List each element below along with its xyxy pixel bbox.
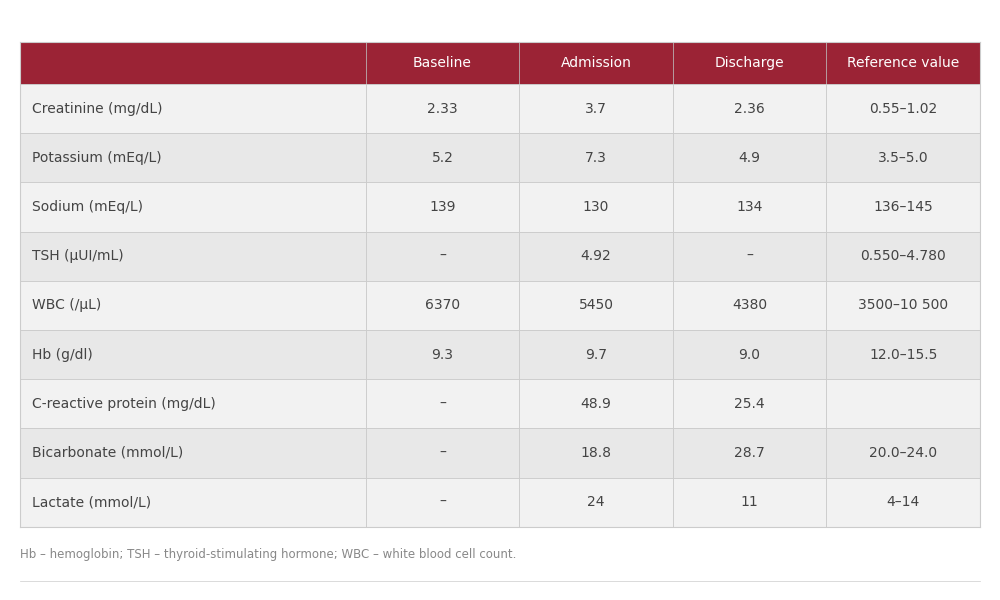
- Text: 2.33: 2.33: [427, 101, 458, 116]
- Text: 3.5–5.0: 3.5–5.0: [878, 151, 929, 165]
- FancyBboxPatch shape: [826, 478, 980, 527]
- FancyBboxPatch shape: [20, 232, 366, 281]
- FancyBboxPatch shape: [366, 42, 519, 84]
- Text: 48.9: 48.9: [581, 397, 611, 411]
- FancyBboxPatch shape: [20, 281, 366, 330]
- Text: Baseline: Baseline: [413, 56, 472, 70]
- FancyBboxPatch shape: [519, 133, 673, 182]
- Text: 4380: 4380: [732, 298, 767, 313]
- Text: 4.9: 4.9: [739, 151, 761, 165]
- FancyBboxPatch shape: [20, 84, 366, 133]
- FancyBboxPatch shape: [366, 84, 519, 133]
- FancyBboxPatch shape: [20, 379, 366, 428]
- FancyBboxPatch shape: [673, 232, 826, 281]
- FancyBboxPatch shape: [673, 330, 826, 379]
- FancyBboxPatch shape: [673, 478, 826, 527]
- FancyBboxPatch shape: [20, 42, 366, 84]
- Text: –: –: [439, 249, 446, 263]
- Text: 130: 130: [583, 200, 609, 214]
- FancyBboxPatch shape: [20, 133, 366, 182]
- FancyBboxPatch shape: [826, 42, 980, 84]
- Text: 6370: 6370: [425, 298, 460, 313]
- Text: 12.0–15.5: 12.0–15.5: [869, 347, 937, 362]
- FancyBboxPatch shape: [519, 330, 673, 379]
- Text: –: –: [746, 249, 753, 263]
- FancyBboxPatch shape: [826, 84, 980, 133]
- FancyBboxPatch shape: [673, 182, 826, 232]
- FancyBboxPatch shape: [20, 428, 366, 478]
- Text: –: –: [439, 495, 446, 509]
- FancyBboxPatch shape: [826, 182, 980, 232]
- FancyBboxPatch shape: [20, 478, 366, 527]
- FancyBboxPatch shape: [366, 182, 519, 232]
- FancyBboxPatch shape: [826, 379, 980, 428]
- Text: 24: 24: [587, 495, 605, 509]
- Text: 11: 11: [741, 495, 758, 509]
- FancyBboxPatch shape: [366, 281, 519, 330]
- Text: 9.3: 9.3: [431, 347, 453, 362]
- Text: 2.36: 2.36: [734, 101, 765, 116]
- Text: 28.7: 28.7: [734, 446, 765, 460]
- FancyBboxPatch shape: [366, 330, 519, 379]
- FancyBboxPatch shape: [673, 42, 826, 84]
- Text: C-reactive protein (mg/dL): C-reactive protein (mg/dL): [32, 397, 216, 411]
- Text: 4.92: 4.92: [581, 249, 611, 263]
- Text: 9.0: 9.0: [739, 347, 761, 362]
- Text: Hb – hemoglobin; TSH – thyroid-stimulating hormone; WBC – white blood cell count: Hb – hemoglobin; TSH – thyroid-stimulati…: [20, 548, 516, 561]
- Text: 0.550–4.780: 0.550–4.780: [860, 249, 946, 263]
- Text: –: –: [439, 397, 446, 411]
- FancyBboxPatch shape: [826, 232, 980, 281]
- FancyBboxPatch shape: [366, 428, 519, 478]
- FancyBboxPatch shape: [366, 133, 519, 182]
- FancyBboxPatch shape: [366, 478, 519, 527]
- FancyBboxPatch shape: [826, 281, 980, 330]
- Text: 7.3: 7.3: [585, 151, 607, 165]
- Text: Sodium (mEq/L): Sodium (mEq/L): [32, 200, 143, 214]
- Text: 3500–10 500: 3500–10 500: [858, 298, 948, 313]
- Text: Hb (g/dl): Hb (g/dl): [32, 347, 93, 362]
- Text: –: –: [439, 446, 446, 460]
- Text: 139: 139: [429, 200, 456, 214]
- Text: 134: 134: [736, 200, 763, 214]
- Text: 3.7: 3.7: [585, 101, 607, 116]
- FancyBboxPatch shape: [366, 379, 519, 428]
- Text: 9.7: 9.7: [585, 347, 607, 362]
- FancyBboxPatch shape: [366, 232, 519, 281]
- Text: WBC (/μL): WBC (/μL): [32, 298, 101, 313]
- Text: 20.0–24.0: 20.0–24.0: [869, 446, 937, 460]
- Text: Discharge: Discharge: [715, 56, 784, 70]
- Text: Lactate (mmol/L): Lactate (mmol/L): [32, 495, 151, 509]
- FancyBboxPatch shape: [519, 182, 673, 232]
- Text: Potassium (mEq/L): Potassium (mEq/L): [32, 151, 162, 165]
- FancyBboxPatch shape: [673, 133, 826, 182]
- FancyBboxPatch shape: [519, 478, 673, 527]
- Text: 0.55–1.02: 0.55–1.02: [869, 101, 937, 116]
- FancyBboxPatch shape: [673, 281, 826, 330]
- FancyBboxPatch shape: [673, 428, 826, 478]
- Text: 18.8: 18.8: [580, 446, 612, 460]
- Text: 136–145: 136–145: [873, 200, 933, 214]
- Text: 5.2: 5.2: [431, 151, 453, 165]
- Text: Creatinine (mg/dL): Creatinine (mg/dL): [32, 101, 162, 116]
- FancyBboxPatch shape: [20, 182, 366, 232]
- FancyBboxPatch shape: [826, 330, 980, 379]
- Text: 25.4: 25.4: [734, 397, 765, 411]
- Text: Bicarbonate (mmol/L): Bicarbonate (mmol/L): [32, 446, 183, 460]
- FancyBboxPatch shape: [673, 379, 826, 428]
- FancyBboxPatch shape: [519, 84, 673, 133]
- Text: 5450: 5450: [578, 298, 614, 313]
- FancyBboxPatch shape: [519, 428, 673, 478]
- FancyBboxPatch shape: [519, 232, 673, 281]
- FancyBboxPatch shape: [826, 133, 980, 182]
- FancyBboxPatch shape: [826, 428, 980, 478]
- Text: TSH (μUI/mL): TSH (μUI/mL): [32, 249, 124, 263]
- Text: Admission: Admission: [561, 56, 631, 70]
- Text: Reference value: Reference value: [847, 56, 959, 70]
- FancyBboxPatch shape: [20, 330, 366, 379]
- FancyBboxPatch shape: [519, 42, 673, 84]
- FancyBboxPatch shape: [673, 84, 826, 133]
- FancyBboxPatch shape: [519, 379, 673, 428]
- FancyBboxPatch shape: [519, 281, 673, 330]
- Text: 4–14: 4–14: [887, 495, 920, 509]
